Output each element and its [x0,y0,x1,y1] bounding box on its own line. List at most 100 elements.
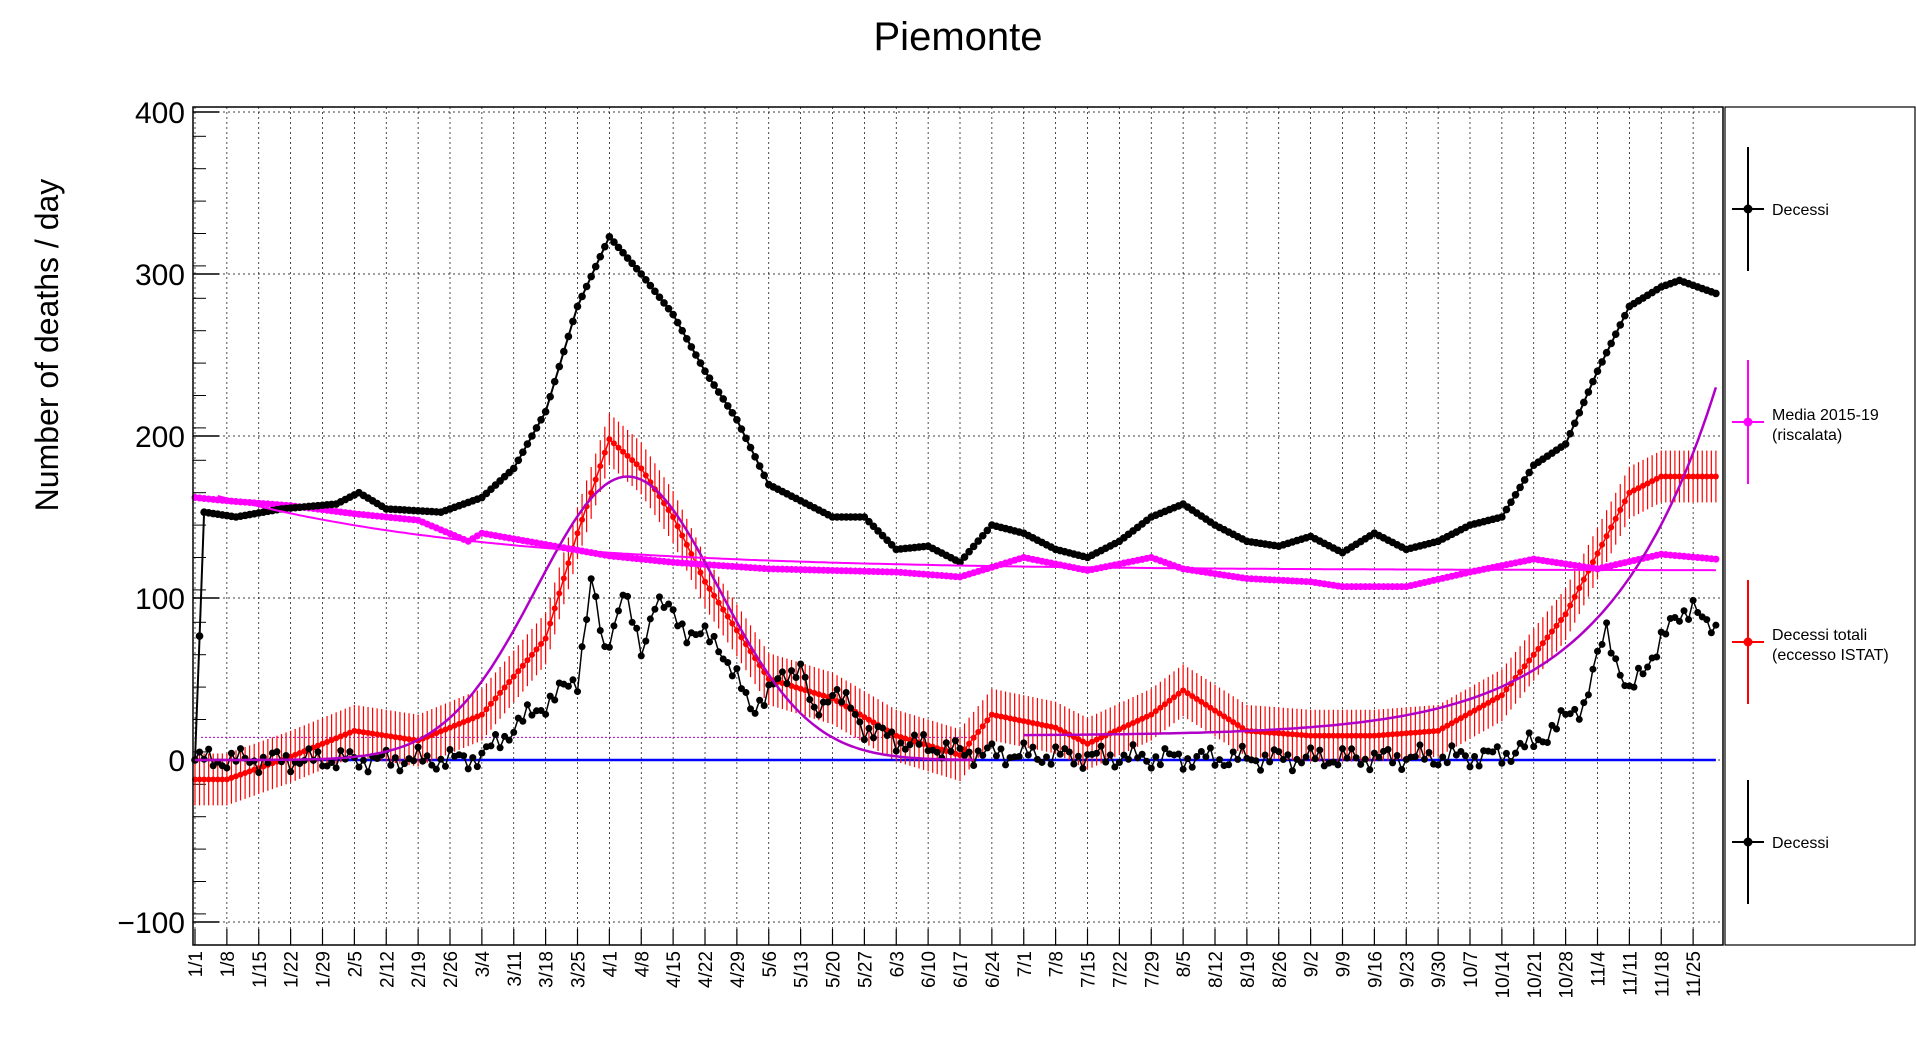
data-point [829,692,836,700]
data-point [696,359,705,367]
data-point [406,736,413,743]
data-point [496,744,504,752]
series-decessi [191,575,1720,777]
data-point [1530,651,1537,658]
data-point [646,281,655,290]
data-point [988,740,996,748]
data-point [1630,683,1638,691]
data-point [1708,473,1715,480]
data-point [1111,728,1118,735]
baseline-fit-curve [217,494,1716,572]
data-point [1584,691,1592,699]
x-tick-label: 5/6 [760,951,781,977]
data-point [1047,760,1055,768]
data-point [196,776,203,783]
data-point [547,620,554,627]
x-tick-label: 5/27 [855,951,876,988]
data-point [1539,640,1546,647]
data-point [1371,732,1378,739]
data-point [1517,669,1524,676]
data-point [264,759,272,767]
data-point [1548,628,1555,635]
data-point [1544,634,1551,641]
x-tick-label: 2/5 [345,951,366,977]
data-point [738,634,745,641]
data-point [1020,718,1027,725]
data-point [432,765,440,773]
data-point [842,688,850,696]
data-point [1357,732,1364,739]
data-point [355,763,363,771]
data-point [296,750,303,757]
data-point [1075,736,1082,743]
data-point [651,605,659,613]
data-point [1570,419,1579,428]
data-point [592,593,600,601]
data-point [1348,732,1355,739]
data-point [1621,498,1628,505]
data-point [364,768,372,776]
data-point [227,749,235,757]
data-point [1239,724,1246,731]
data-point [737,425,746,433]
data-point [778,668,786,676]
data-point [1084,740,1091,747]
data-point [815,711,823,719]
data-point [638,465,645,472]
data-point [878,531,887,540]
data-point [1130,719,1137,726]
data-point [1667,473,1674,480]
data-point [232,773,239,780]
data-point [1307,732,1314,739]
legend-marker [1743,204,1753,214]
data-point [838,698,846,706]
data-point [1298,759,1306,767]
data-point [1052,743,1060,751]
data-point [237,771,244,778]
data-point [978,531,987,540]
data-point [1644,480,1651,487]
data-point [1339,745,1346,753]
data-point [1689,596,1697,604]
data-point [210,776,217,783]
data-point [742,689,750,697]
data-point [1535,645,1542,652]
data-point [983,526,992,535]
data-point [674,523,681,530]
data-point [1138,750,1146,758]
data-point [1198,698,1205,705]
data-point [993,712,1000,719]
data-point [751,453,759,461]
data-point [1375,753,1383,761]
data-point [510,728,518,736]
data-point [365,729,372,736]
data-point [523,440,532,448]
data-point [1303,732,1310,739]
data-point [1640,482,1647,489]
data-point [1230,719,1237,726]
data-point [756,696,764,704]
data-point [342,731,349,738]
data-point [628,618,636,626]
plot-frame [192,106,1724,946]
data-point [1594,550,1601,557]
data-point [1357,760,1365,768]
data-point [869,522,878,531]
data-point [1580,576,1587,583]
data-point [815,691,822,698]
data-point [788,667,796,675]
data-point [1516,483,1524,492]
data-point [947,747,955,755]
data-point [1070,760,1078,768]
data-point [897,739,905,747]
data-point [733,416,741,424]
data-point [1567,602,1574,609]
data-point [806,695,814,703]
data-point [219,776,226,783]
x-tick-label: 9/9 [1334,951,1355,977]
data-point [902,735,909,742]
data-point [337,747,345,755]
data-point [897,734,904,741]
data-point [728,672,736,680]
data-point [1466,763,1474,771]
